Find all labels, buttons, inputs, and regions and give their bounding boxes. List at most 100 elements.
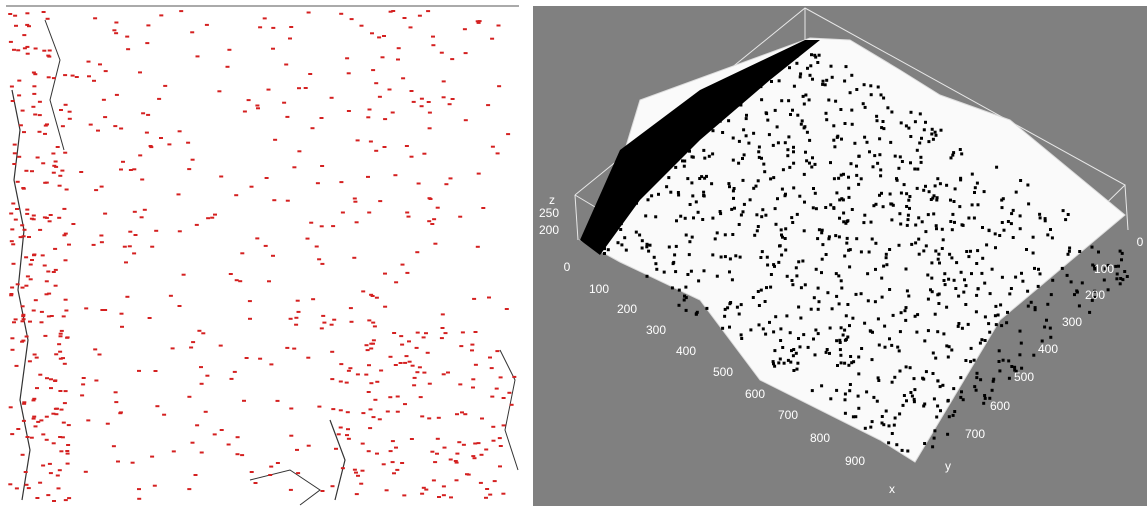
map-label-mark: [502, 424, 506, 426]
speckle: [761, 250, 764, 253]
speckle: [897, 167, 900, 170]
speckle: [726, 306, 729, 309]
speckle: [944, 283, 947, 286]
map-label-mark: [272, 199, 276, 201]
speckle: [933, 194, 936, 197]
map-label-mark: [114, 32, 118, 34]
speckle: [826, 348, 829, 351]
map-label-mark: [486, 104, 490, 106]
map-label-mark: [427, 101, 431, 103]
map-label-mark: [353, 198, 357, 200]
map-label-mark: [149, 145, 153, 147]
speckle: [951, 213, 954, 216]
speckle: [795, 274, 798, 277]
speckle: [958, 205, 961, 208]
speckle: [860, 347, 863, 350]
speckle: [742, 128, 745, 131]
speckle: [1103, 279, 1106, 282]
x-tick-label: 0: [564, 260, 571, 274]
speckle: [738, 313, 741, 316]
map-label-mark: [367, 364, 371, 366]
map-label-mark: [417, 183, 421, 185]
speckle: [752, 296, 755, 299]
speckle: [871, 420, 874, 423]
map-label-mark: [200, 383, 204, 385]
map-label-mark: [373, 325, 377, 327]
speckle: [731, 278, 734, 281]
speckle: [802, 95, 805, 98]
map-label-mark: [13, 144, 17, 146]
speckle: [917, 238, 920, 241]
speckle: [946, 433, 949, 436]
map-label-mark: [11, 243, 15, 245]
map-label-mark: [71, 223, 75, 225]
map-label-mark: [178, 305, 182, 307]
speckle: [1007, 359, 1010, 362]
speckle: [864, 106, 867, 109]
map-label-mark: [16, 428, 20, 430]
map-label-mark: [8, 13, 12, 15]
map-label-mark: [382, 463, 386, 465]
speckle: [991, 268, 994, 271]
speckle: [1010, 222, 1013, 225]
map-label-mark: [9, 406, 13, 408]
speckle: [857, 183, 860, 186]
map-label-mark: [236, 436, 240, 438]
map-label-mark: [54, 353, 58, 355]
map-label-mark: [487, 297, 491, 299]
speckle: [778, 245, 781, 248]
speckle: [665, 185, 668, 188]
map-label-mark: [320, 225, 324, 227]
speckle: [970, 272, 973, 275]
map-label-mark: [32, 93, 36, 95]
map-label-mark: [346, 411, 350, 413]
map-label-mark: [250, 186, 254, 188]
map-label-mark: [271, 27, 275, 29]
speckle: [796, 114, 799, 117]
map-label-mark: [435, 453, 439, 455]
speckle: [1073, 293, 1076, 296]
speckle: [752, 187, 755, 190]
speckle: [1091, 246, 1094, 249]
speckle: [788, 66, 791, 69]
map-label-mark: [54, 161, 58, 163]
speckle: [646, 275, 649, 278]
speckle: [934, 313, 937, 316]
map-label-mark: [134, 234, 138, 236]
speckle: [872, 396, 875, 399]
map-label-mark: [43, 335, 47, 337]
map-label-mark: [373, 399, 377, 401]
speckle: [889, 141, 892, 144]
map-label-mark: [197, 330, 201, 332]
map-label-mark: [431, 44, 435, 46]
map-label-mark: [171, 347, 175, 349]
map-label-mark: [45, 377, 49, 379]
speckle: [604, 240, 607, 243]
map-label-mark: [321, 315, 325, 317]
speckle: [803, 201, 806, 204]
speckle: [1088, 311, 1091, 314]
map-label-mark: [59, 333, 63, 335]
map-label-mark: [372, 416, 376, 418]
map-label-mark: [316, 182, 320, 184]
speckle: [936, 405, 939, 408]
speckle: [831, 76, 834, 79]
speckle: [939, 409, 942, 412]
speckle: [1049, 336, 1052, 339]
speckle: [811, 156, 814, 159]
speckle: [909, 161, 912, 164]
speckle: [923, 339, 926, 342]
speckle: [847, 364, 850, 367]
speckle: [852, 360, 855, 363]
speckle: [871, 358, 874, 361]
map-label-mark: [162, 414, 166, 416]
map-label-mark: [296, 300, 300, 302]
speckle: [785, 314, 788, 317]
map-label-mark: [304, 87, 308, 89]
speckle: [603, 252, 606, 255]
speckle: [711, 253, 714, 256]
map-label-mark: [412, 101, 416, 103]
speckle: [812, 206, 815, 209]
speckle: [913, 398, 916, 401]
speckle: [730, 208, 733, 211]
